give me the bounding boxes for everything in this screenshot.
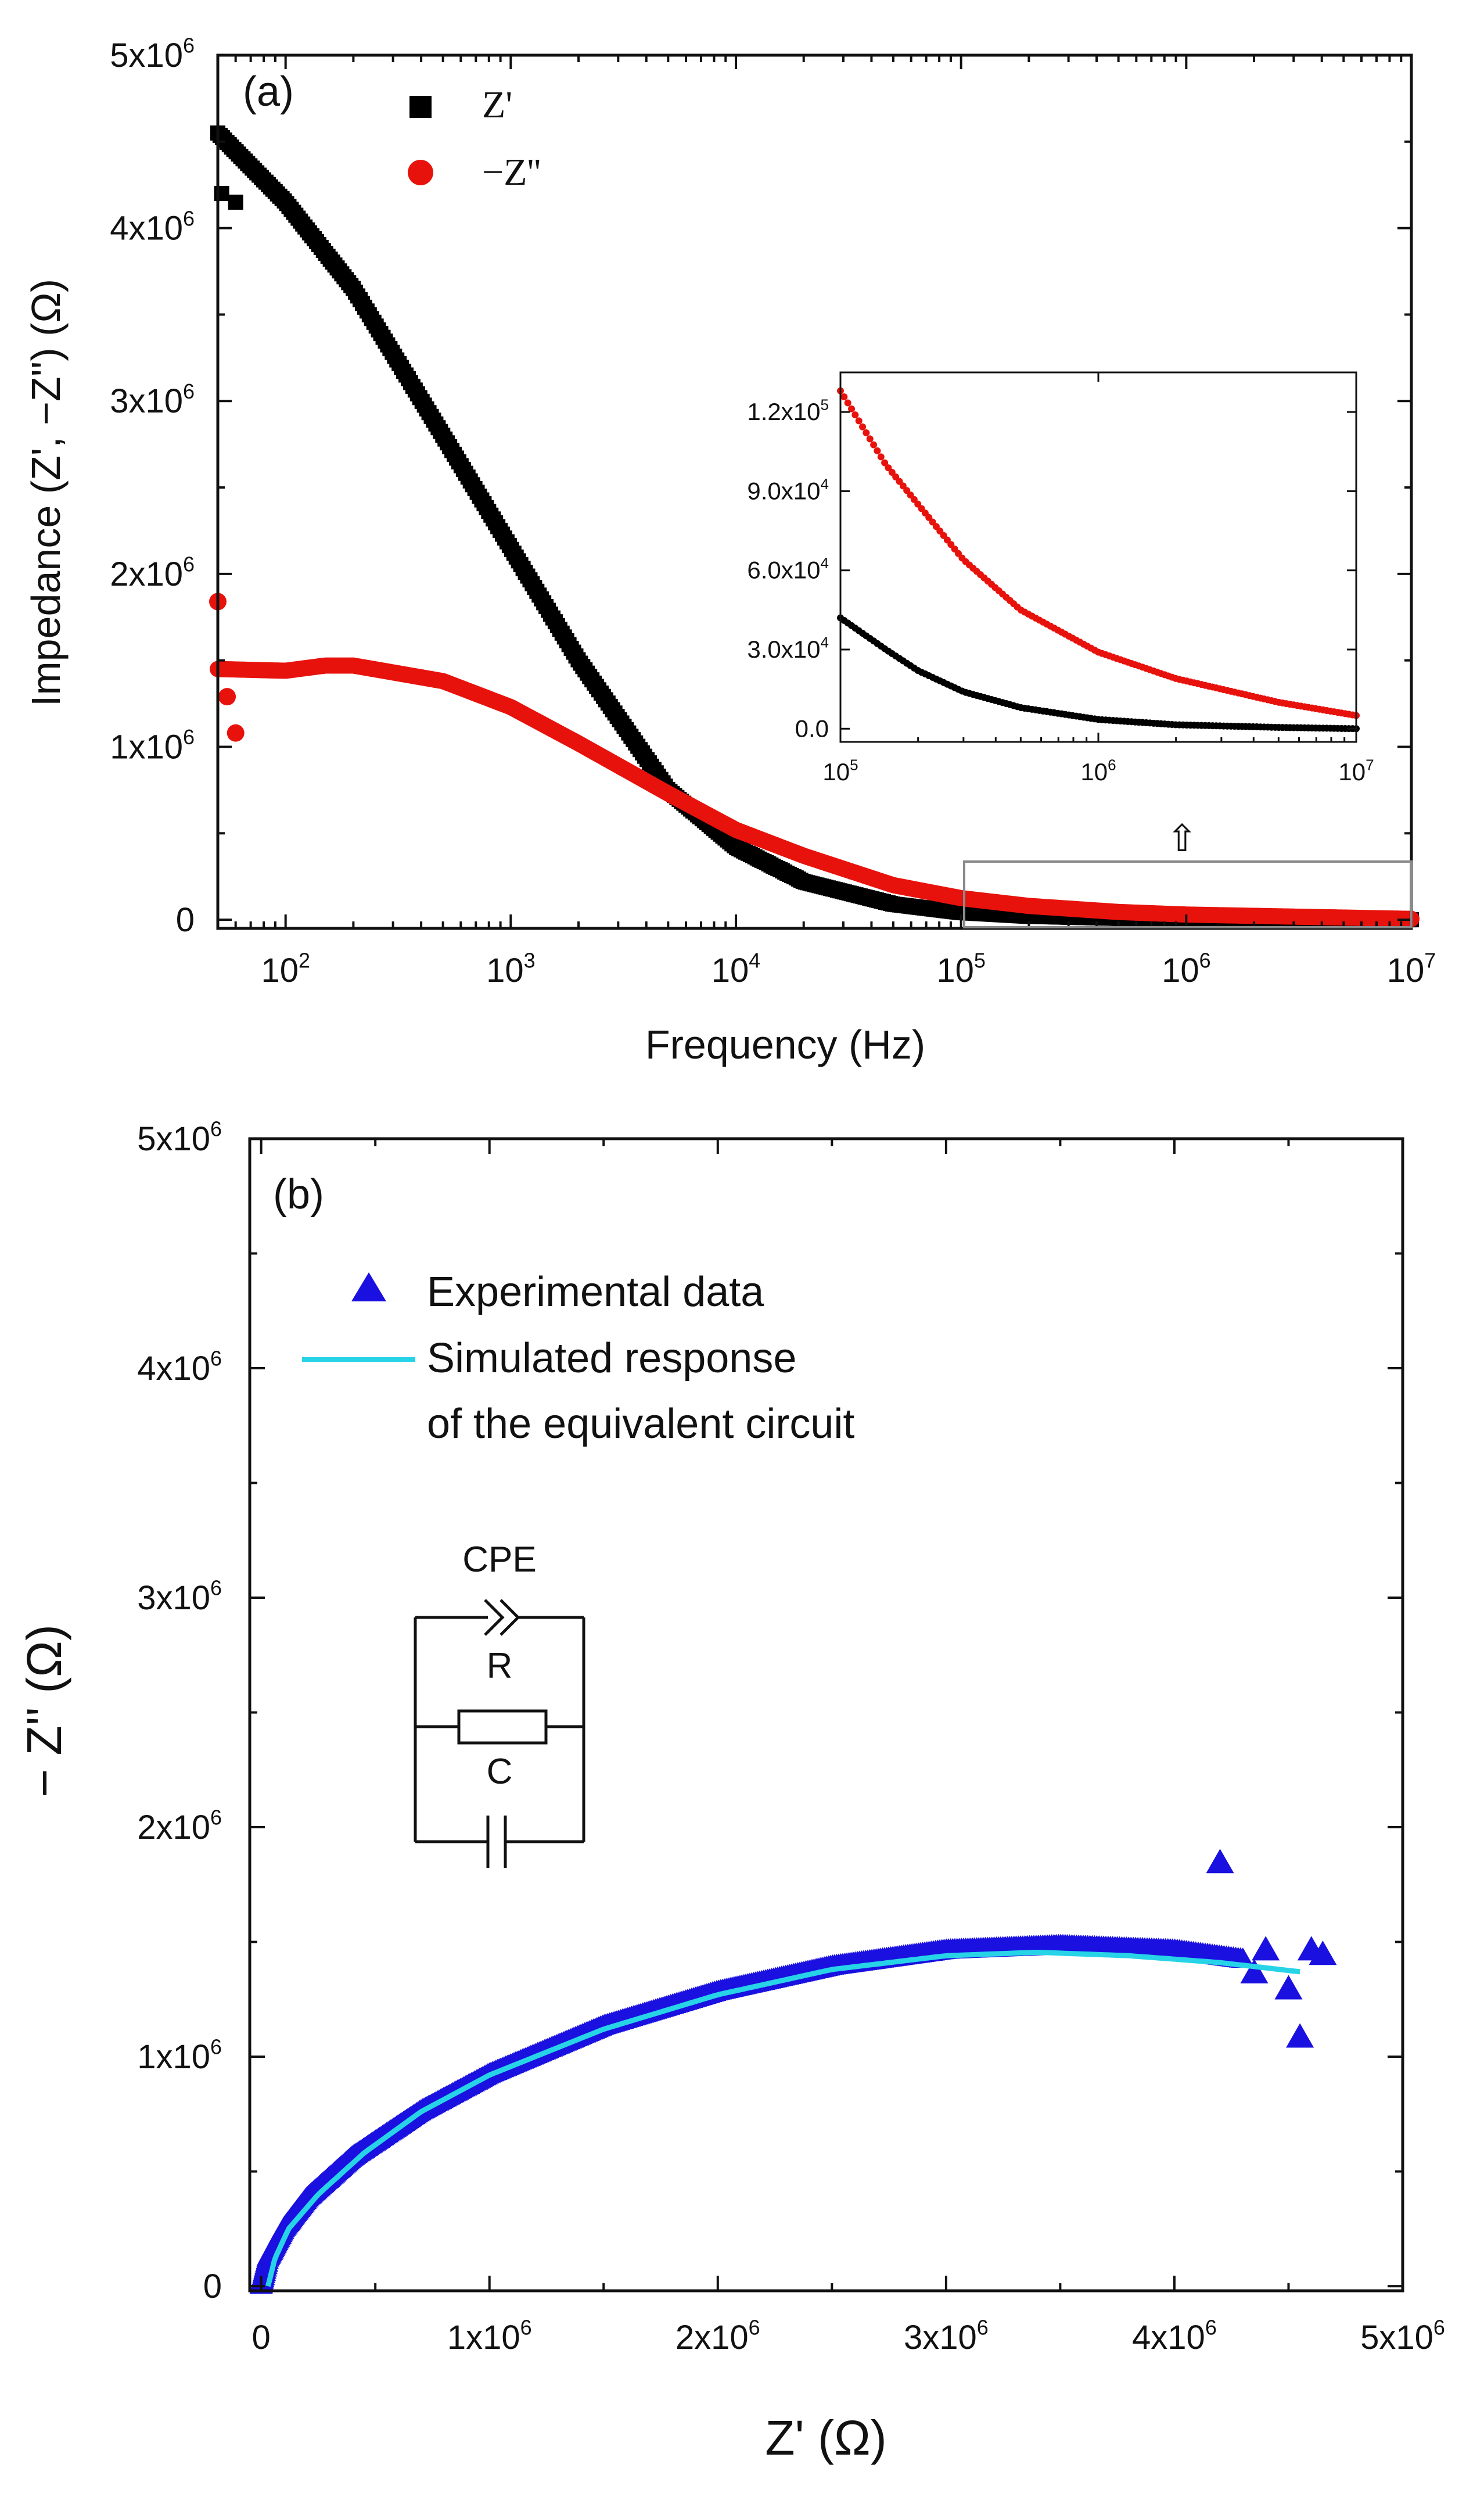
inset-y-tick-label: 9.0x104 [747, 475, 829, 505]
panel-a-label: (a) [243, 69, 294, 115]
legend-experimental-marker [351, 1272, 386, 1301]
z-real-point [228, 194, 243, 210]
resistor-symbol [457, 1709, 548, 1745]
inset-z-imag-point [840, 393, 848, 401]
legend-z-imag-label: −Z'' [482, 151, 541, 193]
legend-simulated-label-1: Simulated response [427, 1335, 796, 1382]
simulated-response-line [265, 1949, 1300, 2287]
y-tick-label: 2x106 [110, 553, 195, 593]
inset-y-tick-label: 1.2x105 [747, 396, 829, 426]
inset-x-ticks: 105 106 107 [822, 372, 1374, 785]
x-tick-label: 3x106 [904, 2316, 989, 2356]
experimental-outlier-point [1252, 1936, 1280, 1961]
x-tick-label: 5x106 [1360, 2316, 1445, 2356]
y-tick-label: 5x106 [110, 34, 195, 74]
inset-x-tick-label: 106 [1080, 756, 1116, 785]
inset-background [840, 372, 1356, 742]
y-tick-label: 5x106 [137, 1117, 222, 1158]
inset-z-imag-point [863, 429, 870, 437]
panel-a-y-axis-label: Impedance (Z', −Z'') (Ω) [23, 279, 69, 706]
legend-z-real-marker [409, 96, 432, 118]
legend-simulated-label-2: of the equivalent circuit [427, 1401, 854, 1447]
panel-b-x-ticks: 0 1x106 2x106 3x106 4x106 5x106 [252, 1139, 1445, 2356]
inset-series-z-imag [837, 387, 1360, 719]
y-tick-label: 2x106 [137, 1806, 222, 1846]
circuit-r-label: R [487, 1646, 513, 1686]
inset-marks [837, 387, 1360, 733]
panel-b-x-axis-label: Z' (Ω) [765, 2410, 886, 2465]
inset-z-imag-point [866, 435, 874, 443]
x-tick-label: 107 [1387, 949, 1436, 989]
inset-x-tick-label: 107 [1338, 756, 1374, 785]
x-tick-label: 0 [252, 2319, 271, 2356]
cpe-symbol [484, 1599, 505, 1636]
panel-b-marks [249, 1849, 1337, 2294]
x-tick-label: 2x106 [675, 2316, 760, 2356]
panel-a-x-axis-label: Frequency (Hz) [645, 1022, 925, 1067]
x-tick-label: 104 [712, 949, 761, 989]
experimental-outlier-point [1286, 2023, 1314, 2048]
y-tick-label: 4x106 [137, 1347, 222, 1387]
zoom-region-box [963, 860, 1413, 928]
experimental-outlier-point [1274, 1975, 1303, 2000]
experimental-outlier-point [1206, 1849, 1234, 1874]
inset-z-imag-point [844, 399, 851, 407]
y-tick-label: 3x106 [137, 1576, 222, 1617]
inset-z-imag-point [874, 447, 881, 454]
panel-a-plot-frame [216, 53, 1413, 930]
circuit-c-label: C [487, 1752, 513, 1792]
inset-x-tick-label: 105 [822, 756, 858, 785]
x-tick-label: 106 [1162, 949, 1211, 989]
panel-b-plot-frame [248, 1137, 1404, 2293]
inset-z-imag-point [855, 417, 863, 425]
equivalent-circuit-diagram [414, 1599, 585, 1868]
y-tick-label: 1x106 [137, 2035, 222, 2076]
panel-b-y-ticks: 0 1x106 2x106 3x106 4x106 5x106 [137, 1117, 1403, 2305]
panel-a-y-ticks: 0 1x106 2x106 3x106 4x106 5x106 [110, 34, 1411, 939]
legend-z-imag-marker [408, 160, 433, 185]
panel-a-marks [209, 125, 1420, 928]
inset-z-imag-point [881, 459, 889, 467]
x-tick-label: 4x106 [1132, 2316, 1217, 2356]
y-tick-label: 4x106 [110, 206, 195, 247]
panel-a-legend: Z' −Z'' [408, 84, 541, 193]
panel-a: 102 103 104 105 106 107 0 1x106 2x106 3x106 4x106… [23, 34, 1436, 1067]
panel-b-label: (b) [273, 1171, 324, 1218]
experimental-outlier-point [1309, 1940, 1337, 1965]
legend-experimental-label: Experimental data [427, 1269, 764, 1315]
inset-y-tick-label: 6.0x104 [747, 554, 829, 584]
inset-z-imag-point [859, 423, 867, 431]
panel-b-y-axis-label: − Z'' (Ω) [17, 1624, 71, 1798]
inset-y-tick-label: 0.0 [795, 715, 829, 742]
legend-z-real-label: Z' [482, 84, 512, 126]
inset-y-ticks: 0.0 3.0x104 6.0x104 9.0x104 1.2x105 [747, 396, 1356, 742]
z-imag-point [218, 688, 236, 706]
series-z-imag [210, 657, 1420, 927]
panel-b-legend: Experimental data Simulated response of … [302, 1269, 854, 1447]
inset-z-imag-point [851, 411, 859, 419]
inset-y-tick-label: 3.0x104 [747, 633, 829, 663]
y-tick-label: 1x106 [110, 725, 195, 766]
zoom-arrow-icon: ⇧ [1166, 817, 1198, 859]
inset-z-imag-point [870, 441, 878, 449]
z-imag-point [227, 724, 245, 742]
x-tick-label: 103 [486, 949, 536, 989]
inset-frame [839, 371, 1357, 743]
panel-a-inset: 105 106 107 0.0 3.0x104 6.0x104 9.0x104 1.2x10… [747, 371, 1374, 785]
experimental-outlier-point [1240, 1958, 1269, 1983]
inset-z-imag-point [848, 405, 856, 412]
y-tick-label: 0 [176, 901, 195, 939]
x-tick-label: 105 [936, 949, 986, 989]
x-tick-label: 102 [261, 949, 310, 989]
x-tick-label: 1x106 [447, 2316, 532, 2356]
y-tick-label: 3x106 [110, 379, 195, 420]
inset-series-z-real [837, 614, 1360, 733]
circuit-cpe-label: CPE [462, 1540, 536, 1580]
inset-z-imag-point [877, 453, 885, 461]
panel-b: 0 1x106 2x106 3x106 4x106 5x106 0 1x106 2x106 3x… [17, 1117, 1445, 2465]
y-tick-label: 0 [203, 2268, 222, 2305]
